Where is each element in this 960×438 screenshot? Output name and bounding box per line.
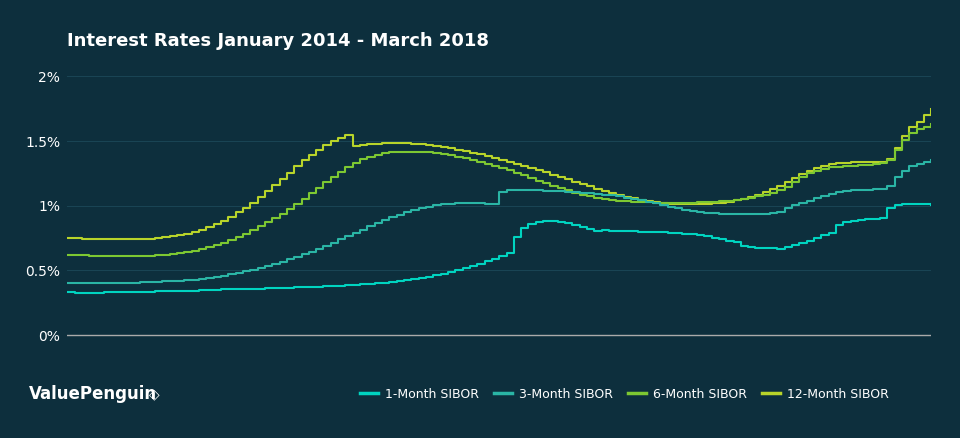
Text: ◇: ◇ [149,387,159,401]
Text: ValuePenguin: ValuePenguin [29,385,156,403]
Legend: 1-Month SIBOR, 3-Month SIBOR, 6-Month SIBOR, 12-Month SIBOR: 1-Month SIBOR, 3-Month SIBOR, 6-Month SI… [354,383,894,406]
Text: Interest Rates January 2014 - March 2018: Interest Rates January 2014 - March 2018 [67,32,490,50]
